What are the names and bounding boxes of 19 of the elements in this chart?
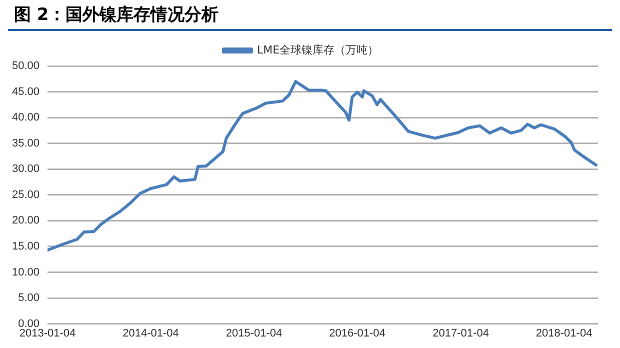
y-tick-label: 45.00 — [12, 86, 40, 98]
x-tick-label: 2017-01-04 — [432, 327, 489, 340]
y-tick-label: 5.00 — [18, 292, 40, 304]
y-tick-label: 20.00 — [12, 214, 40, 227]
x-tick-label: 2013-01-04 — [19, 327, 76, 340]
y-tick-label: 10.00 — [12, 266, 40, 278]
x-tick-label: 2015-01-04 — [226, 327, 282, 340]
y-tick-label: 0.00 — [18, 318, 40, 330]
y-tick-label: 35.00 — [12, 137, 40, 150]
y-tick-label: 25.00 — [12, 188, 40, 201]
y-tick-label: 40.00 — [12, 112, 40, 124]
chart-title: 图 2：国外镍库存情况分析 — [8, 2, 612, 31]
y-tick-label: 50.00 — [12, 60, 40, 72]
y-tick-label: 15.00 — [12, 240, 40, 252]
legend-label: LME全球镍库存（万吨） — [256, 43, 379, 56]
x-tick-label: 2018-01-04 — [536, 327, 592, 340]
x-tick-label: 2016-01-04 — [329, 327, 386, 340]
x-tick-label: 2014-01-04 — [122, 327, 179, 340]
y-tick-label: 30.00 — [12, 163, 40, 176]
